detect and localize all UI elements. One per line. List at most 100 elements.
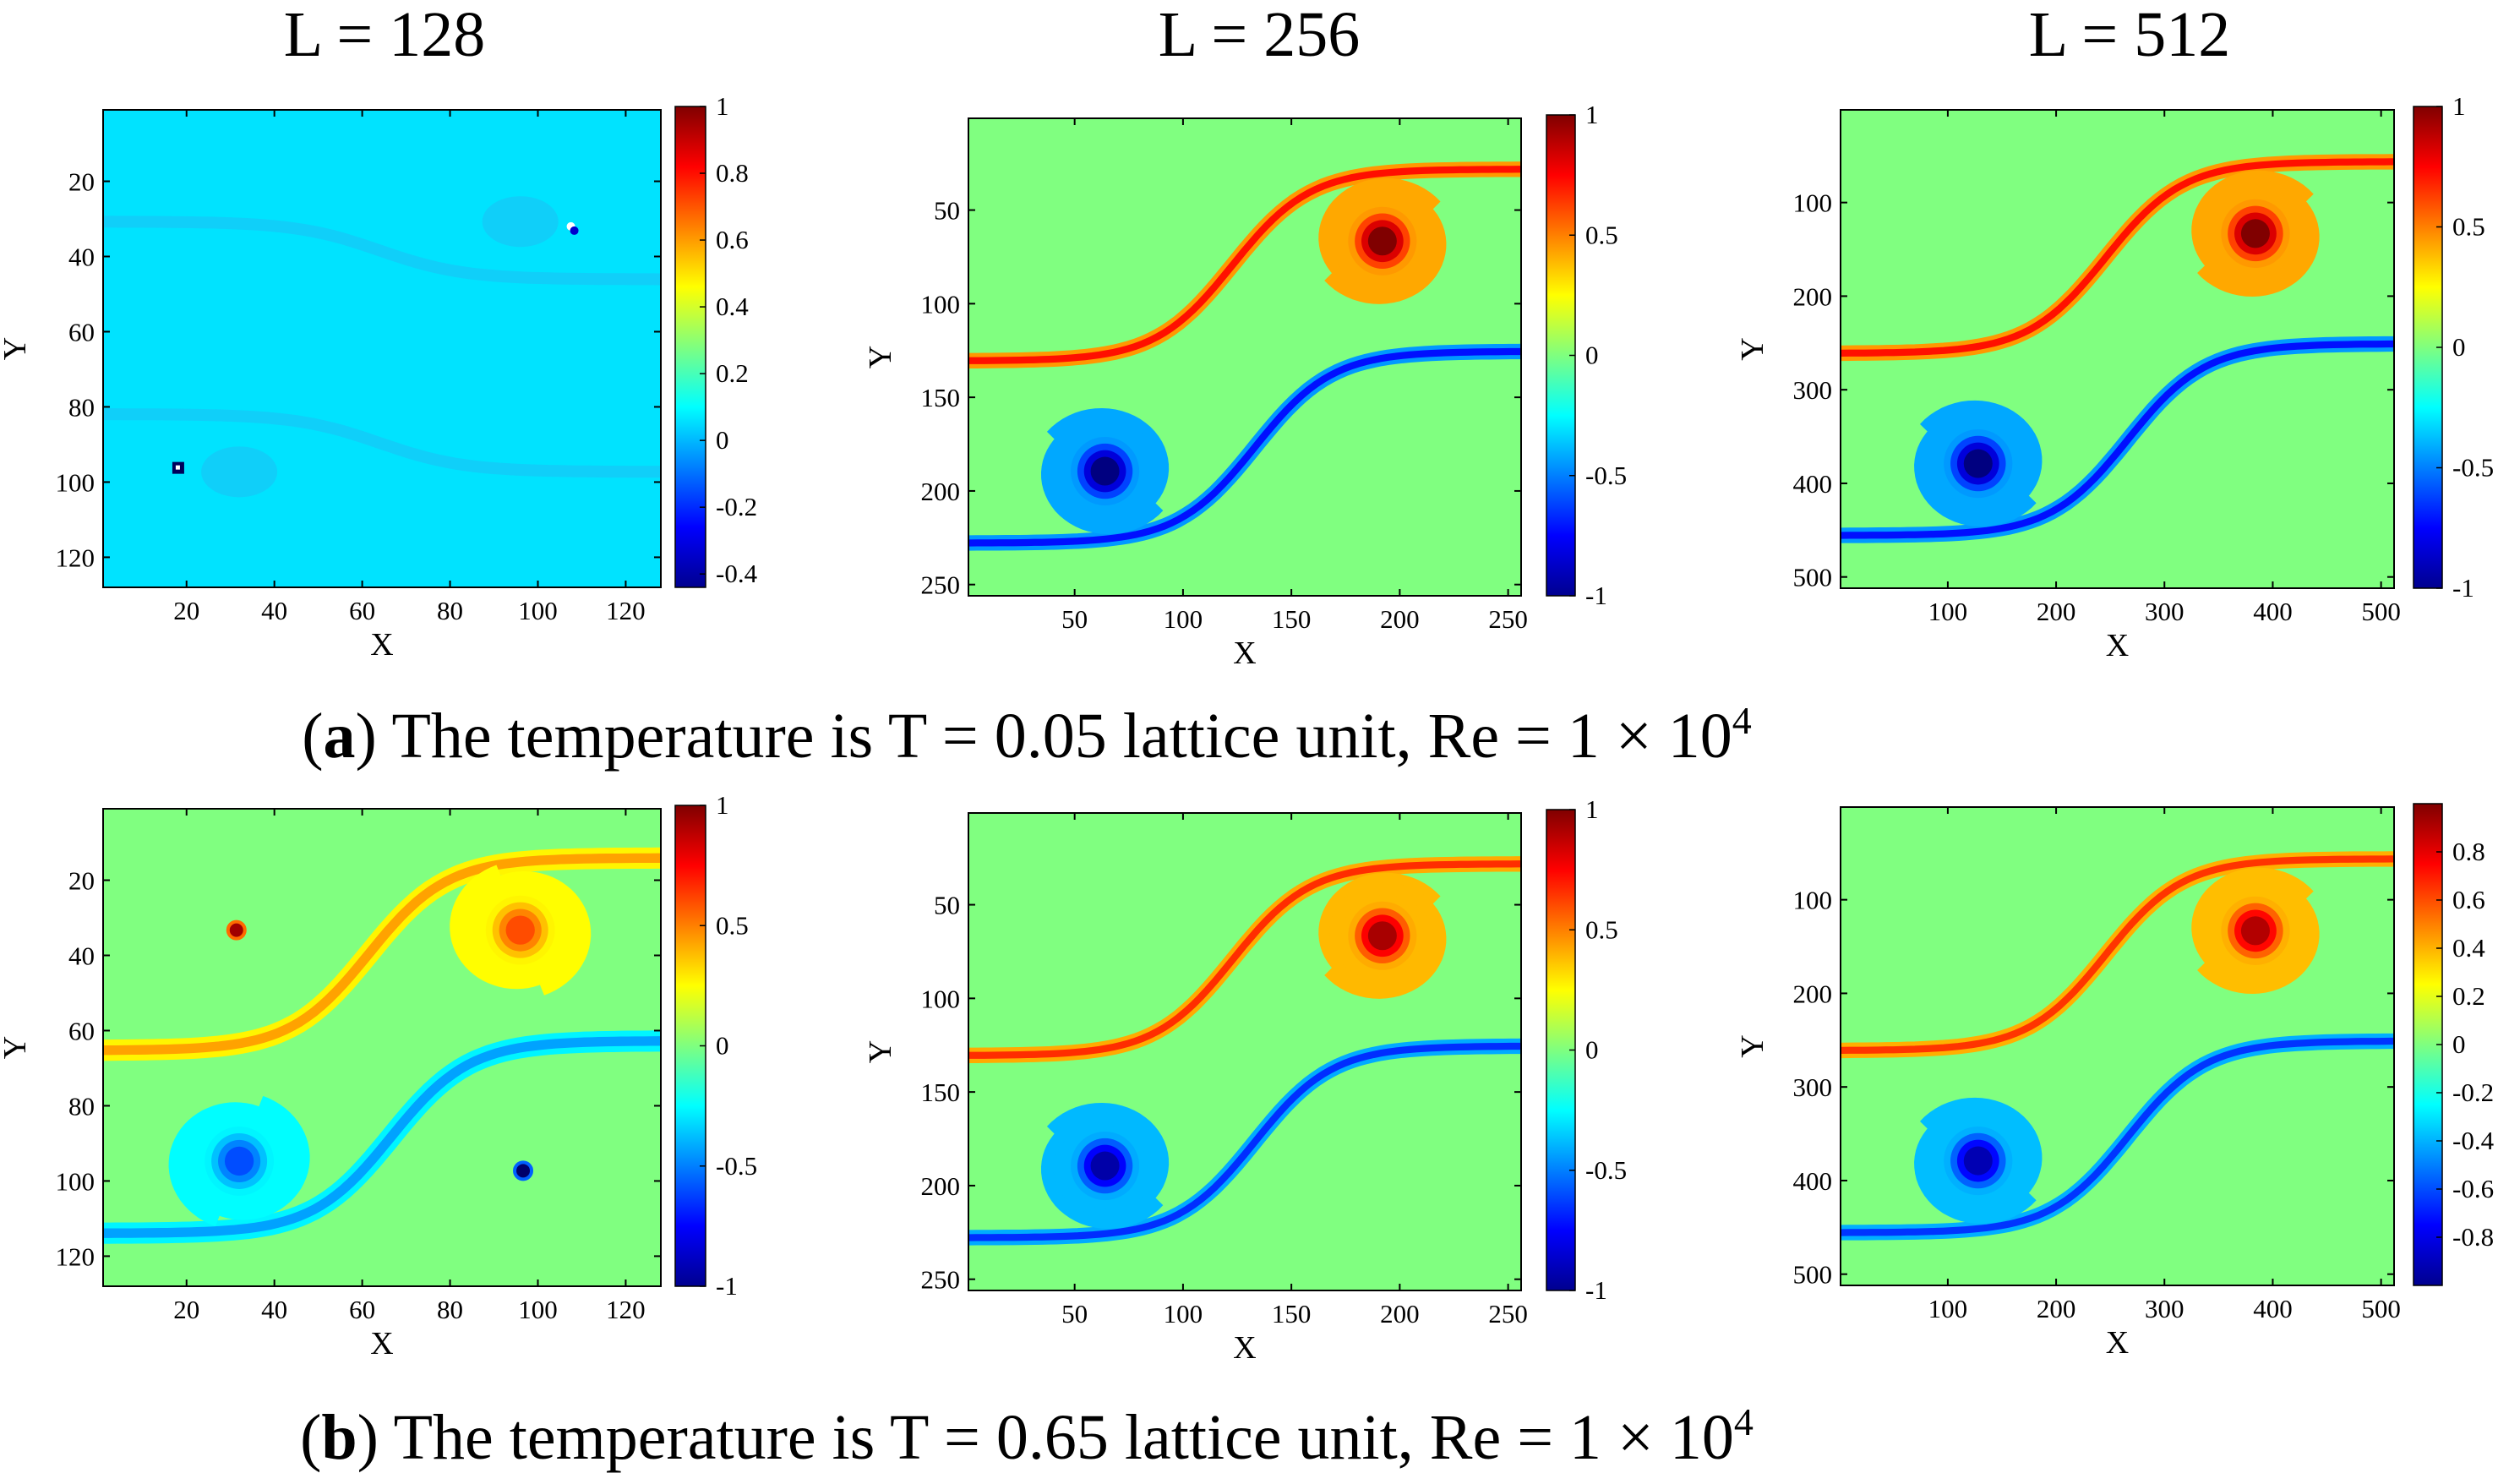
y-tick-label: 120: [56, 543, 95, 572]
colorbar-tick-label: 1: [716, 790, 729, 820]
y-tick-label: 80: [68, 1091, 95, 1121]
colorbar-tick-label: 0.8: [716, 158, 749, 188]
y-tick-label: 120: [56, 1241, 95, 1271]
vortex-positive-core: [1367, 921, 1397, 951]
x-tick-label: 500: [2361, 1294, 2401, 1323]
x-tick-label: 300: [2145, 597, 2184, 626]
heatmap-field: [1841, 807, 2394, 1285]
spike-artifact: [570, 226, 579, 235]
x-tick-label: 20: [173, 596, 199, 625]
x-tick-label: 200: [1380, 604, 1420, 634]
x-axis-label: X: [370, 627, 393, 663]
y-tick-label: 150: [921, 1078, 961, 1107]
y-tick-label: 500: [1793, 563, 1833, 592]
panel-b-512: 100 200 300 400 500 100 200 300 400 500 X Y 0.8 0.6 0.…: [1735, 803, 2495, 1361]
colorbar-tick-label: -0.2: [2452, 1078, 2494, 1107]
y-tick-label: 200: [921, 477, 961, 506]
x-tick-label: 200: [1380, 1299, 1420, 1329]
heatmap-field: [1841, 110, 2394, 588]
y-tick-label: 100: [1793, 886, 1833, 915]
y-tick-label: 100: [56, 467, 95, 497]
shear-layer-negative-core: [968, 347, 1521, 547]
colorbar-tick-label: 0: [1585, 341, 1599, 370]
x-tick-label: 100: [518, 596, 558, 625]
colorbar-tick-label: 0: [1585, 1035, 1599, 1065]
y-tick-label: 40: [68, 243, 95, 272]
x-axis-label: X: [2106, 628, 2129, 663]
axes-box: [1840, 109, 2395, 589]
y-tick-label: 400: [1793, 469, 1833, 499]
x-tick-label: 150: [1272, 604, 1312, 634]
colorbar-tick-label: 0.5: [1585, 914, 1618, 944]
axes-box: [1840, 806, 2395, 1286]
y-tick-label: 250: [921, 1265, 961, 1295]
shear-layer-positive-core: [1841, 158, 2394, 357]
vortex-positive-core: [2240, 916, 2270, 946]
axes-box: [102, 109, 662, 588]
column-title-1: L = 128: [284, 0, 485, 70]
colorbar-tick-label: 0.6: [716, 225, 749, 254]
colorbar-tick-label: -0.4: [2452, 1126, 2495, 1155]
colorbar-tick-label: 0: [2452, 1029, 2466, 1059]
x-tick-label: 20: [173, 1295, 199, 1324]
y-tick-label: 300: [1793, 375, 1833, 405]
x-tick-label: 100: [1164, 1299, 1203, 1329]
x-tick-label: 40: [261, 596, 287, 625]
y-tick-label: 80: [68, 392, 95, 422]
y-tick-label: 20: [68, 167, 95, 197]
y-tick-label: 200: [921, 1171, 961, 1201]
y-tick-label: 50: [934, 891, 960, 920]
y-axis-label: Y: [1735, 337, 1770, 360]
y-tick-label: 100: [921, 289, 961, 319]
colorbar-tick-label: 1: [1585, 100, 1599, 129]
vortex-negative-core: [1963, 449, 1993, 478]
colorbar-tick-label: 0: [716, 1031, 729, 1061]
colorbar-tick-label: 0.5: [2452, 212, 2485, 242]
x-tick-label: 400: [2253, 597, 2293, 626]
colorbar-tick-label: 0: [716, 425, 729, 455]
colorbar-tick-label: -0.8: [2452, 1222, 2494, 1252]
heatmap-field: [103, 809, 661, 1286]
colorbar-tick-label: -0.5: [1585, 461, 1627, 490]
y-tick-label: 60: [68, 1016, 95, 1045]
y-tick-label: 300: [1793, 1072, 1833, 1102]
colorbar-tick-label: -1: [1585, 581, 1607, 610]
y-axis-label: Y: [863, 1040, 898, 1063]
shear-layer-positive-core: [968, 166, 1521, 364]
field-background: [103, 110, 661, 587]
axes-box: [968, 117, 1522, 597]
axes-box: [968, 812, 1522, 1291]
x-tick-label: 120: [606, 596, 646, 625]
shear-layer-positive-core: [1841, 855, 2394, 1055]
caption-b-exponent: 4: [1734, 1400, 1754, 1443]
y-tick-label: 400: [1793, 1166, 1833, 1196]
spurious-vortex-negative: [513, 1160, 534, 1181]
colorbar-tick-label: 0.4: [716, 292, 749, 321]
x-tick-label: 50: [1061, 604, 1088, 634]
shear-layer-negative-core: [968, 1042, 1521, 1241]
x-tick-label: 120: [606, 1295, 646, 1324]
x-tick-label: 80: [437, 1295, 463, 1324]
caption-a-text: The temperature is T = 0.05 lattice unit…: [377, 701, 1732, 772]
x-tick-label: 250: [1488, 604, 1528, 634]
heatmap-field: [968, 813, 1521, 1290]
x-tick-label: 100: [1928, 1294, 1968, 1323]
ghost-layer-bottom: [103, 408, 661, 478]
colorbar-tick-label: 0.5: [1585, 220, 1618, 249]
colorbar-tick-label: -0.4: [716, 559, 758, 588]
y-axis-label: Y: [0, 337, 33, 360]
spurious-vortex-positive: [226, 919, 247, 941]
x-tick-label: 200: [2037, 597, 2076, 626]
colorbar-tick-label: -0.2: [716, 492, 757, 521]
vortex-positive-core: [2240, 219, 2270, 248]
panel-a-256: 50 100 150 200 250 50 100 150 200 250 X Y 1 0.5 0 -0.5 -…: [863, 100, 1627, 671]
y-tick-label: 100: [56, 1166, 95, 1196]
colorbar-tick-label: 0.2: [2452, 981, 2485, 1011]
column-title-2: L = 256: [1159, 0, 1360, 70]
y-tick-label: 100: [921, 984, 961, 1013]
x-axis-label: X: [370, 1326, 393, 1361]
x-tick-label: 40: [261, 1295, 287, 1324]
x-tick-label: 200: [2037, 1294, 2076, 1323]
colorbar-tick-label: -0.5: [1585, 1155, 1627, 1185]
